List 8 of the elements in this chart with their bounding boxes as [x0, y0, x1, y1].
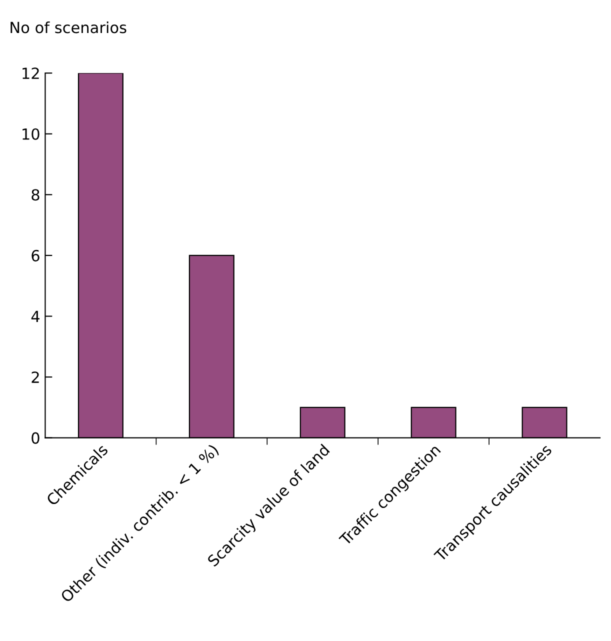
y-tick-label: 2	[32, 371, 39, 383]
y-tick-label: 4	[31, 310, 40, 322]
y-tick-label: 8	[32, 189, 40, 201]
y-tick-label: 0	[32, 432, 40, 444]
y-tick-label: 10	[22, 128, 40, 140]
y-tick-label: 6	[32, 250, 40, 262]
y-axis-title: No of scenarios	[10, 21, 126, 34]
y-tick-label: 12	[22, 68, 39, 79]
